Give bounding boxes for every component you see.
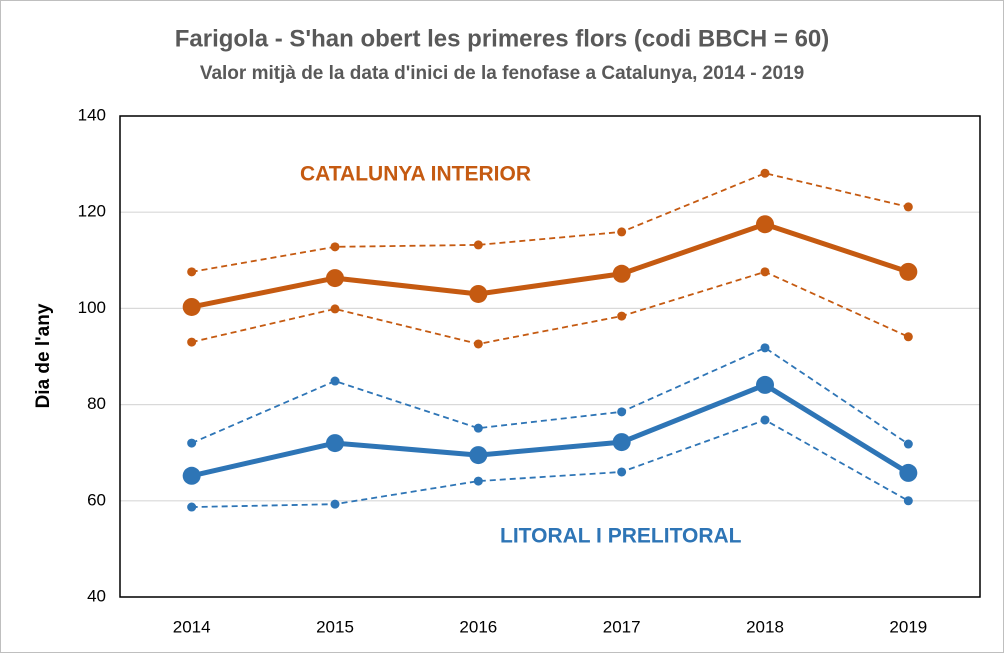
marker [182,297,201,316]
marker [612,433,631,452]
marker [756,375,774,394]
marker [473,423,483,433]
marker [182,466,201,485]
marker [617,467,627,477]
chart-subtitle: Valor mitjà de la data d'inici de la fen… [200,63,804,84]
y-tick-label: 140 [78,105,106,124]
y-tick-label: 100 [78,298,106,317]
marker [473,476,483,486]
marker [326,434,344,453]
marker [899,262,918,281]
range-line [191,419,909,508]
marker [760,168,770,178]
marker [473,240,483,250]
marker [330,499,340,509]
marker [903,332,913,342]
marker [473,339,483,349]
marker [330,242,340,252]
marker [187,267,197,277]
chart-title: Farigola - S'han obert les primeres flor… [175,25,830,52]
marker [330,304,340,314]
series-label: CATALUNYA INTERIOR [300,163,531,186]
x-tick-label: 2018 [746,617,784,636]
marker [903,439,913,449]
y-tick-label: 80 [87,394,106,413]
marker [760,343,770,353]
x-tick-label: 2014 [173,617,211,636]
x-tick-label: 2019 [889,617,927,636]
marker [899,463,918,482]
marker [617,227,627,237]
y-tick-label: 120 [78,202,106,221]
plot-frame [119,115,981,598]
marker [617,407,627,417]
marker [612,264,631,283]
marker [760,267,770,277]
marker [756,215,774,234]
marker [469,446,488,465]
marker [903,496,913,506]
marker [187,438,197,448]
range-line [191,172,909,273]
marker [330,376,340,386]
mean-line [191,221,910,310]
series-label: LITORAL I PRELITORAL [500,525,742,548]
marker [469,284,488,303]
marker [617,311,627,321]
x-tick-label: 2017 [603,617,641,636]
x-tick-label: 2016 [459,617,497,636]
mean-line [191,382,910,479]
marker [326,269,344,288]
y-axis-label: Dia de l'any [33,303,54,408]
marker [903,202,913,212]
range-line [191,270,909,345]
y-tick-label: 40 [87,586,106,605]
marker [187,337,197,347]
range-line [191,346,909,445]
marker [187,502,197,512]
y-tick-label: 60 [87,490,106,509]
x-tick-label: 2015 [316,617,354,636]
marker [760,415,770,425]
